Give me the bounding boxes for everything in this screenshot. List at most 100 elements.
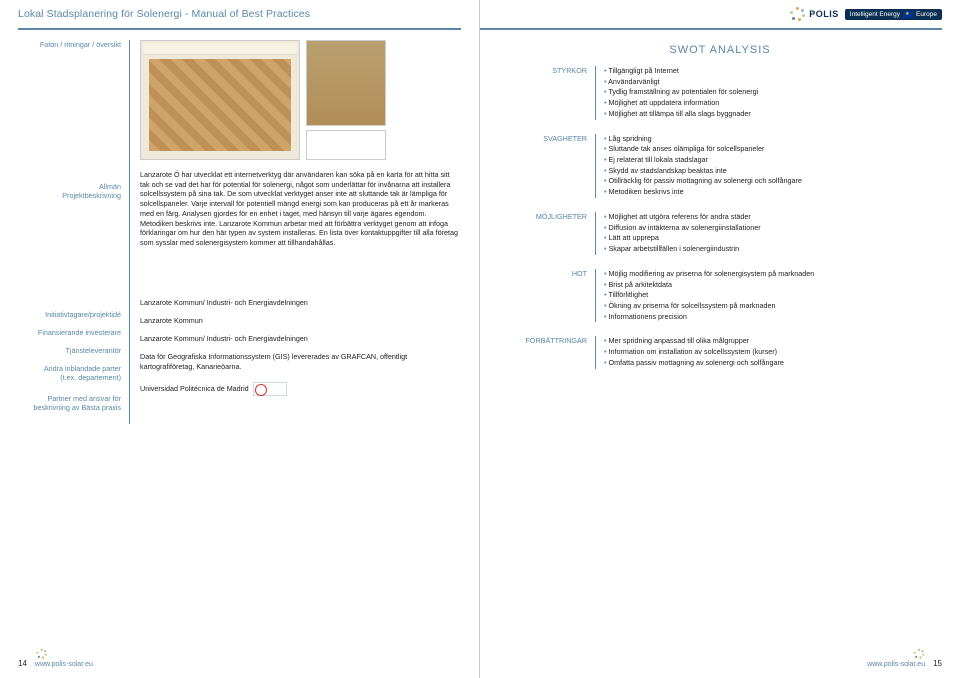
page-left: Lokal Stadsplanering för Solenergi - Man…: [0, 0, 480, 678]
row-body-text: Lanzarote Kommun/ Industri- och Energiav…: [140, 334, 308, 343]
swot-item: Tillgängligt på Internet: [604, 66, 936, 76]
swot-item: Lätt att upprepa: [604, 233, 936, 243]
row-body-text: Data för Geografiska Informationssystem …: [140, 352, 407, 371]
screenshot-thumb: [140, 40, 300, 160]
row-body: Lanzarote Kommun: [140, 316, 461, 334]
row-label-line: beskrivning av Bästa praxis: [18, 403, 121, 413]
page-spread: Lokal Stadsplanering för Solenergi - Man…: [0, 0, 960, 678]
polis-wordmark: POLIS: [809, 9, 839, 19]
swot-list: Möjlig modifiering av priserna för solen…: [604, 269, 936, 322]
swot-body: Mer spridning anpassad till olika målgru…: [596, 336, 936, 368]
left-columns: Foton / ritningar / översikt AllmänProje…: [0, 30, 479, 424]
upm-logo-icon: [253, 382, 287, 396]
row-label-line: Tjänsteleverantör: [18, 346, 121, 356]
row-label: AllmänProjektbeskrivning: [18, 182, 121, 310]
header-logos: POLIS Intelligent Energy Europe: [788, 5, 942, 23]
thumbnail-row: [140, 40, 461, 160]
ie-text2: Europe: [916, 11, 937, 18]
swot-label: MÖJLIGHETER: [480, 212, 596, 255]
row-label-line: (t.ex. departement): [18, 373, 121, 383]
row-label: Initiativtagare/projektidé: [18, 310, 121, 328]
row-label: Partner med ansvar förbeskrivning av Bäs…: [18, 394, 121, 424]
eu-flag-icon: [903, 11, 913, 18]
swot-list: Tillgängligt på InternetAnvändarvänligtT…: [604, 66, 936, 119]
swot-label: HOT: [480, 269, 596, 323]
swot-item: Skapar arbetstillfällen i solenergiindus…: [604, 244, 936, 254]
header-left: Lokal Stadsplanering för Solenergi - Man…: [0, 0, 479, 28]
row-label-line: Allmän: [18, 182, 121, 192]
row-label-line: Initiativtagare/projektidé: [18, 310, 121, 320]
swot-section: HOT Möjlig modifiering av priserna för so…: [480, 269, 960, 323]
row-body: Lanzarote Kommun/ Industri- och Energiav…: [140, 334, 461, 352]
ie-text: Intelligent Energy: [850, 11, 900, 18]
row-label-line: Finansierande investerare: [18, 328, 121, 338]
row-label: Andra inblandade parter(t.ex. departemen…: [18, 364, 121, 394]
photo-label: Foton / ritningar / översikt: [18, 40, 121, 50]
row-body: Universidad Politécnica de Madrid: [140, 382, 461, 412]
swot-item: Tydlig framställning av potentialen för …: [604, 87, 936, 97]
header-right: POLIS Intelligent Energy Europe: [480, 0, 960, 28]
swot-item: Information om installation av solcellss…: [604, 347, 936, 357]
swot-label: SVAGHETER: [480, 134, 596, 198]
swot-item: Omfatta passiv mottagning av solenergi o…: [604, 358, 936, 368]
swot-heading: SWOT ANALYSIS: [480, 30, 960, 66]
row-label: Tjänsteleverantör: [18, 346, 121, 364]
swot-body: Möjlighet att utgöra referens för andra …: [596, 212, 936, 255]
swot-item: Otillräcklig för passiv mottagning av so…: [604, 176, 936, 186]
row-body-text: Universidad Politécnica de Madrid: [140, 384, 249, 393]
row-label-line: Partner med ansvar för: [18, 394, 121, 404]
footer-polis-icon: www.polis-solar.eu: [35, 642, 93, 668]
left-body-col: Lanzarote Ö har utvecklat ett internetve…: [140, 40, 461, 424]
swot-section: STYRKORTillgängligt på InternetAnvändarv…: [480, 66, 960, 120]
swot-section: SVAGHETERLåg spridningSluttande tak anse…: [480, 134, 960, 198]
page-number-right: 15: [933, 659, 942, 668]
swot-label: STYRKOR: [480, 66, 596, 120]
swot-item: Möjlig modifiering av priserna för solen…: [604, 269, 936, 279]
swot-item: Metodiken beskrivs inte: [604, 187, 936, 197]
row-body: Lanzarote Kommun/ Industri- och Energiav…: [140, 298, 461, 316]
swot-item: Brist på arkitektdata: [604, 280, 936, 290]
swot-section: FÖRBÄTTRINGAR Mer spridning anpassad till…: [480, 336, 960, 368]
swot-item: Diffusion av intäkterna av solenergiinst…: [604, 223, 936, 233]
swot-item: Möjlighet att uppdatera information: [604, 98, 936, 108]
row-body-text: Lanzarote Kommun/ Industri- och Energiav…: [140, 298, 308, 307]
footer-url-left: www.polis-solar.eu: [35, 661, 93, 668]
swot-item: Skydd av stadslandskap beaktas inte: [604, 166, 936, 176]
swot-item: Ej relaterat till lokala stadslagar: [604, 155, 936, 165]
page-right: POLIS Intelligent Energy Europe SWOT ANA…: [480, 0, 960, 678]
footer-polis-icon-right: www.polis-solar.eu: [867, 642, 925, 668]
swot-item: Ökning av priserna för solcellssystem på…: [604, 301, 936, 311]
doc-title: Lokal Stadsplanering för Solenergi - Man…: [18, 8, 310, 20]
footer-right: www.polis-solar.eu 15: [480, 642, 960, 668]
page-number-left: 14: [18, 659, 27, 668]
swot-label: FÖRBÄTTRINGAR: [480, 336, 596, 368]
swot-list: Möjlighet att utgöra referens för andra …: [604, 212, 936, 254]
footer-left: 14 www.polis-solar.eu: [0, 642, 479, 668]
swot-list: Mer spridning anpassad till olika målgru…: [604, 336, 936, 367]
row-label-line: Andra inblandade parter: [18, 364, 121, 374]
polis-logo: POLIS: [788, 5, 839, 23]
swot-item: Tillförlitlighet: [604, 290, 936, 300]
swot-item: Låg spridning: [604, 134, 936, 144]
swot-body: Låg spridningSluttande tak anses olämpli…: [596, 134, 936, 198]
swot-item: Användarvänligt: [604, 77, 936, 87]
swot-body: Tillgängligt på InternetAnvändarvänligtT…: [596, 66, 936, 120]
footer-url-right: www.polis-solar.eu: [867, 661, 925, 668]
row-body-text: Lanzarote Ö har utvecklat ett internetve…: [140, 170, 458, 247]
row-body-text: Lanzarote Kommun: [140, 316, 203, 325]
swot-item: Mer spridning anpassad till olika målgru…: [604, 336, 936, 346]
intelligent-energy-badge: Intelligent Energy Europe: [845, 9, 942, 20]
left-labels-col: Foton / ritningar / översikt AllmänProje…: [0, 40, 130, 424]
swot-item: Sluttande tak anses olämpliga för solcel…: [604, 144, 936, 154]
swot-item: Möjlighet att tillämpa till alla slags b…: [604, 109, 936, 119]
aerial-thumb: [306, 40, 386, 160]
swot-item: Informationens precision: [604, 312, 936, 322]
row-body: Lanzarote Ö har utvecklat ett internetve…: [140, 170, 461, 298]
swot-list: Låg spridningSluttande tak anses olämpli…: [604, 134, 936, 197]
swot-body: Möjlig modifiering av priserna för solen…: [596, 269, 936, 323]
row-body: Data för Geografiska Informationssystem …: [140, 352, 461, 382]
row-label: Finansierande investerare: [18, 328, 121, 346]
swot-section: MÖJLIGHETER Möjlighet att utgöra referens…: [480, 212, 960, 255]
row-label-line: Projektbeskrivning: [18, 191, 121, 201]
swot-item: Möjlighet att utgöra referens för andra …: [604, 212, 936, 222]
